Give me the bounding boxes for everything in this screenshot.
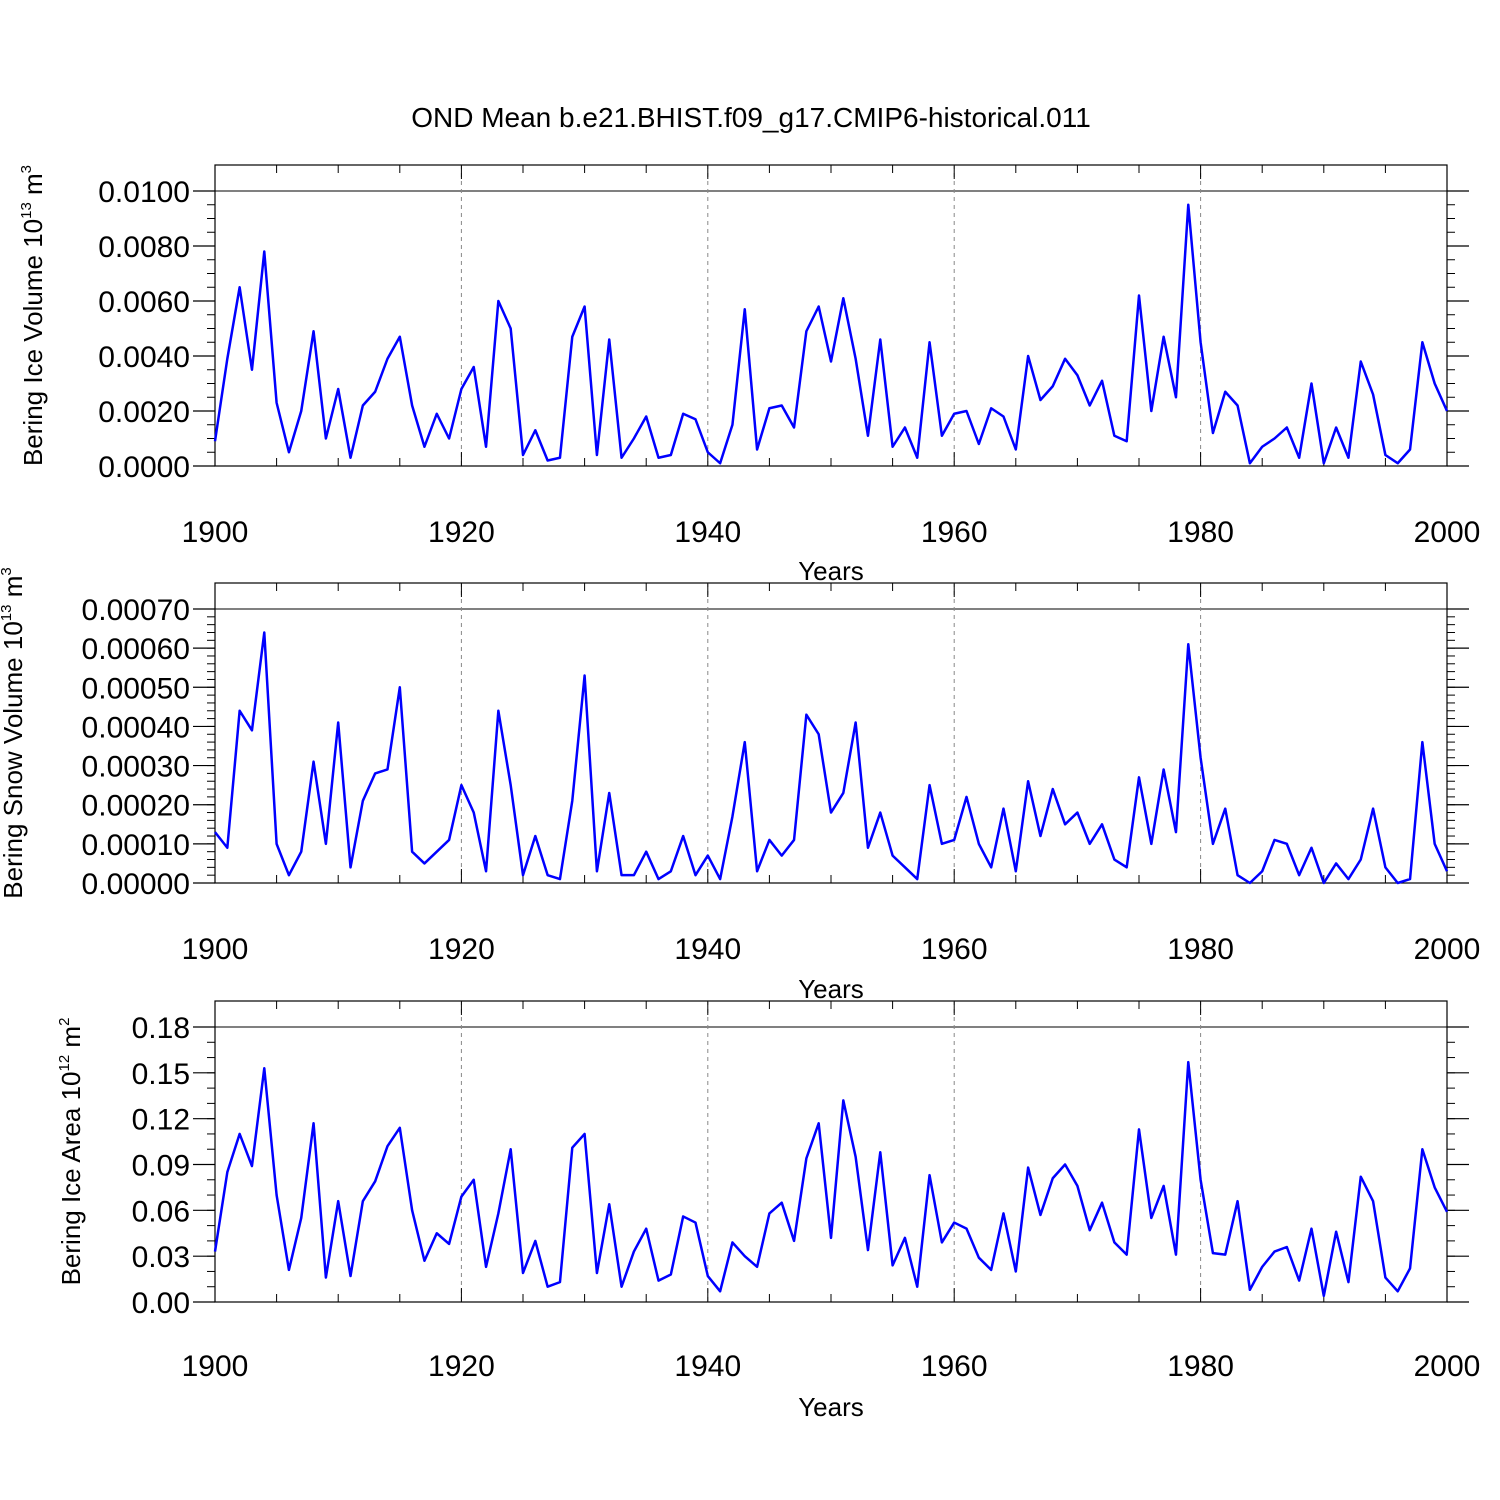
plot-frame bbox=[214, 1000, 1448, 1303]
series-line-ice-area bbox=[213, 1060, 1449, 1298]
chart-panels: 0.0000 0.0020 0.0040 0.0060 0.0080 0.0100 1900… bbox=[0, 164, 1481, 1422]
y-axis-label: Bering Ice Volume 1013 m3 bbox=[18, 165, 48, 466]
plot-frame bbox=[214, 164, 1448, 467]
y-tick-label: 0.18 bbox=[132, 1012, 190, 1045]
y-tick-label: 0.0040 bbox=[98, 341, 190, 374]
y-tick-label: 0.00060 bbox=[82, 633, 190, 666]
x-tick-label: 1920 bbox=[428, 516, 495, 549]
x-tick-label: 1960 bbox=[921, 1350, 988, 1383]
x-tick-label: 1940 bbox=[674, 933, 741, 966]
x-tick-label: 1900 bbox=[182, 1350, 249, 1383]
y-tick-label: 0.00020 bbox=[82, 790, 190, 823]
x-tick-label: 2000 bbox=[1414, 516, 1481, 549]
y-tick-label: 0.0100 bbox=[98, 176, 190, 209]
plot-frame bbox=[214, 582, 1448, 884]
panel-ice-area: 0.00 0.03 0.06 0.09 0.12 0.15 0.18 1900 1920 1940… bbox=[56, 1000, 1481, 1422]
x-tick-label: 2000 bbox=[1414, 1350, 1481, 1383]
y-tick-label: 0.00070 bbox=[82, 594, 190, 627]
y-tick-label: 0.12 bbox=[132, 1104, 190, 1137]
y-tick-label: 0.00030 bbox=[82, 751, 190, 784]
x-tick-label: 1920 bbox=[428, 1350, 495, 1383]
y-tick-label: 0.00000 bbox=[82, 868, 190, 901]
x-axis-label: Years bbox=[798, 556, 864, 586]
series-line-snow-volume bbox=[214, 631, 1449, 885]
x-tick-label: 1980 bbox=[1167, 933, 1234, 966]
y-tick-label: 0.03 bbox=[132, 1241, 190, 1274]
y-tick-label: 0.00040 bbox=[82, 711, 190, 744]
x-tick-label: 1960 bbox=[921, 516, 988, 549]
y-axis-label: Bering Ice Area 1012 m2 bbox=[56, 1018, 86, 1286]
x-tick-label: 1900 bbox=[182, 516, 249, 549]
panel-snow-volume: 0.00000 0.00010 0.00020 0.00030 0.00040 0.000… bbox=[0, 567, 1480, 1004]
x-tick-label: 1920 bbox=[428, 933, 495, 966]
x-axis-label: Years bbox=[798, 1392, 864, 1422]
y-tick-label: 0.15 bbox=[132, 1058, 190, 1091]
y-tick-label: 0.00050 bbox=[82, 672, 190, 705]
y-axis-label: Bering Snow Volume 1013 m3 bbox=[0, 567, 28, 898]
x-tick-label: 1980 bbox=[1167, 1350, 1234, 1383]
x-tick-label: 1960 bbox=[921, 933, 988, 966]
panel-ice-volume: 0.0000 0.0020 0.0040 0.0060 0.0080 0.0100 1900… bbox=[18, 164, 1481, 586]
y-tick-label: 0.0080 bbox=[98, 231, 190, 264]
y-tick-label: 0.0060 bbox=[98, 286, 190, 319]
y-tick-label: 0.00010 bbox=[82, 829, 190, 862]
y-tick-label: 0.0000 bbox=[98, 451, 190, 484]
y-tick-label: 0.06 bbox=[132, 1195, 190, 1228]
x-tick-label: 1940 bbox=[674, 1350, 741, 1383]
x-axis-label: Years bbox=[798, 974, 864, 1004]
series-line-ice-volume bbox=[213, 203, 1449, 465]
chart-title: OND Mean b.e21.BHIST.f09_g17.CMIP6-histo… bbox=[411, 102, 1091, 133]
y-tick-label: 0.0020 bbox=[98, 396, 190, 429]
y-tick-label: 0.00 bbox=[132, 1287, 190, 1320]
x-tick-label: 1900 bbox=[182, 933, 249, 966]
x-tick-label: 1940 bbox=[674, 516, 741, 549]
x-tick-label: 1980 bbox=[1167, 516, 1234, 549]
y-tick-label: 0.09 bbox=[132, 1150, 190, 1183]
x-tick-label: 2000 bbox=[1414, 933, 1481, 966]
